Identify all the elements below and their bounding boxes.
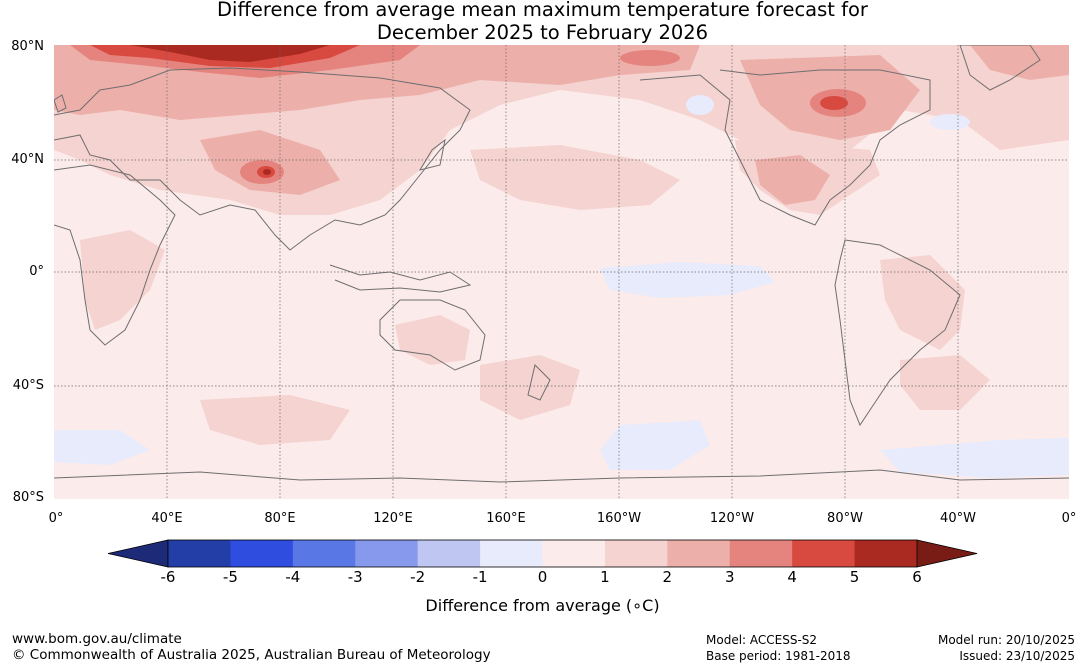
colorbar-tick-label: 3 xyxy=(724,568,735,586)
colorbar-tick-label: -4 xyxy=(285,568,301,586)
anomaly-africa-warm xyxy=(80,230,165,330)
graticule xyxy=(54,45,1069,499)
colorbar-over-triangle xyxy=(916,539,978,568)
colorbar-cell xyxy=(667,540,731,567)
lon-label: 0° xyxy=(48,511,64,526)
colorbar-tick-label: -2 xyxy=(410,568,426,586)
lon-label: 120°W xyxy=(709,511,755,526)
anomaly-labrador-cool xyxy=(930,114,970,130)
colorbar-cell xyxy=(480,540,543,567)
colorbar-under-triangle xyxy=(107,539,169,568)
lon-label: 80°E xyxy=(264,511,296,526)
coastline-japan xyxy=(418,138,446,171)
colorbar-cell xyxy=(417,540,481,567)
coastline-africa xyxy=(54,164,176,346)
colorbar-cell xyxy=(792,540,856,567)
coastline-south-america xyxy=(834,239,961,427)
colorbar-cell xyxy=(168,540,231,567)
lon-label: 160°E xyxy=(486,511,526,526)
colorbar-tick-label: 5 xyxy=(849,568,860,586)
lat-label: 80°N xyxy=(11,39,44,54)
anomaly-usa xyxy=(755,155,830,205)
anomaly-greenland-edge xyxy=(970,45,1069,80)
coastline-indonesia xyxy=(329,264,472,293)
colorbar-tick-label: 0 xyxy=(537,568,548,586)
coastline-uk xyxy=(54,94,67,113)
lon-label: 120°E xyxy=(373,511,413,526)
coastlines xyxy=(54,45,1069,483)
lat-label: 40°S xyxy=(12,378,44,393)
footer-model: Model: ACCESS-S2 xyxy=(706,633,818,647)
lon-label: 160°W xyxy=(596,511,642,526)
colorbar-cell xyxy=(230,540,294,567)
footer-copyright: © Commonwealth of Australia 2025, Austra… xyxy=(12,647,491,663)
lon-label: 80°W xyxy=(827,511,863,526)
colorbar-tick-label: 6 xyxy=(912,568,922,586)
colorbar-tick-label: -6 xyxy=(160,568,176,586)
colorbar-tick-label: 4 xyxy=(787,568,797,586)
colorbar-frame xyxy=(167,539,918,568)
coastline-north-america xyxy=(639,69,931,226)
colorbar-tick-label: 1 xyxy=(600,568,610,586)
colorbar-tick-label: -1 xyxy=(472,568,488,586)
colorbar-cell xyxy=(355,540,419,567)
colorbar-cell xyxy=(729,540,793,567)
chart-title-line2: December 2025 to February 2026 xyxy=(376,21,709,44)
anomaly-south-atlantic-warm xyxy=(900,355,990,410)
colorbar-cell xyxy=(854,540,918,567)
colorbar-tick-label: 2 xyxy=(662,568,673,586)
colorbar-label: Difference from average (∘C) xyxy=(425,596,660,615)
footer-base-period: Base period: 1981-2018 xyxy=(706,649,851,663)
coastline-australia xyxy=(379,299,486,371)
lat-label: 80°S xyxy=(12,490,44,505)
footer-url: www.bom.gov.au/climate xyxy=(12,631,182,647)
anomaly-alaska-cool xyxy=(686,95,714,115)
lon-label: 40°W xyxy=(940,511,976,526)
colorbar-tick-label: -3 xyxy=(347,568,363,586)
lat-label: 0° xyxy=(29,264,44,279)
lon-label: 0° xyxy=(1061,511,1077,526)
anomaly-equatorial-pacific-cool xyxy=(600,262,775,298)
lat-label: 40°N xyxy=(11,152,44,167)
coastline-eurasia xyxy=(54,67,471,251)
chart-title-line1: Difference from average mean maximum tem… xyxy=(217,0,868,21)
coastline-new-zealand xyxy=(527,364,551,401)
anomaly-north-pacific-warm xyxy=(470,145,680,210)
footer-model-run: Model run: 20/10/2025 xyxy=(937,633,1075,647)
colorbar-tick-label: -5 xyxy=(222,568,238,586)
coastline-greenland xyxy=(959,45,1041,91)
footer-issued: Issued: 23/10/2025 xyxy=(959,649,1075,663)
anomaly-southern-ocean-cool-3 xyxy=(54,430,150,465)
colorbar-cell xyxy=(604,540,668,567)
anomaly-hudson-bay-core xyxy=(820,96,848,110)
colorbar-cell xyxy=(542,540,606,567)
coastline-antarctica xyxy=(54,469,1069,483)
anomaly-north-atlantic xyxy=(620,50,680,66)
lon-label: 40°E xyxy=(151,511,183,526)
anomaly-southern-ocean-cool-2 xyxy=(880,438,1069,478)
colorbar-cell xyxy=(292,540,356,567)
anomaly-south-america-warm xyxy=(880,255,965,350)
anomaly-tibet-peak xyxy=(263,169,271,175)
anomaly-south-indian-warm xyxy=(200,395,350,445)
anomaly-southern-ocean-cool-1 xyxy=(600,420,710,470)
